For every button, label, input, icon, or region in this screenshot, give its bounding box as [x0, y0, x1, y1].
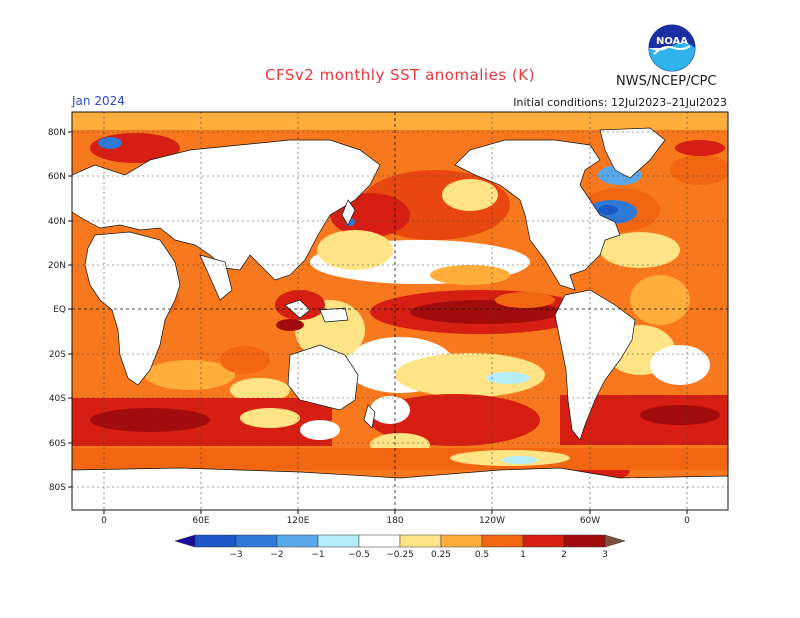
colorbar-label: −0.25 [386, 550, 414, 560]
lon-label: 0 [101, 516, 107, 526]
lat-label: 80N [48, 128, 66, 138]
lat-label: 80S [49, 483, 66, 493]
eurasia [72, 139, 381, 281]
colorbar-min-arrow [174, 534, 196, 548]
colorbar-swatch [235, 534, 278, 548]
new-guinea [319, 307, 349, 323]
lon-label: 180 [386, 516, 403, 526]
lon-label: 0 [684, 516, 690, 526]
colorbar-label: 0.25 [431, 550, 451, 560]
lon-label: 120W [479, 516, 505, 526]
colorbar-swatch [358, 534, 401, 548]
colorbar-label: −1 [311, 550, 324, 560]
enso-anomaly [370, 290, 590, 334]
colorbar-swatch [563, 534, 606, 548]
agency-label: NWS/NCEP/CPC [616, 74, 717, 89]
japan [341, 199, 356, 226]
lat-label: 20S [49, 350, 66, 360]
lat-label: 40N [48, 217, 66, 227]
north-pacific-anomalies [310, 170, 530, 285]
lon-label: 120E [287, 516, 310, 526]
colorbar-label: 0.5 [475, 550, 489, 560]
lat-label: 60S [49, 439, 66, 449]
colorbar-swatch [399, 534, 442, 548]
colorbar-label: −0.5 [348, 550, 370, 560]
colorbar-swatch [194, 534, 237, 548]
lon-label: 60W [580, 516, 600, 526]
map-field [72, 112, 728, 510]
colorbar-swatch [276, 534, 319, 548]
colorbar-swatch [481, 534, 524, 548]
lon-label: 60E [192, 516, 209, 526]
chart-title: CFSv2 monthly SST anomalies (K) [265, 66, 535, 84]
borneo [284, 299, 311, 319]
map-gridlines [72, 112, 728, 510]
colorbar-swatch [522, 534, 565, 548]
colorbar-max-arrow [604, 534, 626, 548]
map-frame [71, 111, 729, 511]
lat-label: 60N [48, 172, 66, 182]
colorbar-swatch [317, 534, 360, 548]
longitude-axis: 0 60E 120E 180 120W 60W 0 [101, 510, 690, 526]
colorbar-label: 2 [561, 550, 567, 560]
latitude-axis: 80N 60N 40N 20N EQ 20S 40S 60S 80S [48, 128, 72, 493]
lat-label: 20N [48, 261, 66, 271]
arctic-anomalies [90, 133, 725, 163]
southern-ocean-anomalies [72, 395, 728, 482]
colorbar-swatch [440, 534, 483, 548]
noaa-logo-text: NOAA [656, 36, 688, 47]
colorbar-label: 1 [520, 550, 526, 560]
north-america [454, 139, 621, 291]
india [199, 254, 233, 301]
africa [84, 231, 181, 386]
equator-dateline [72, 112, 728, 510]
antarctica [72, 467, 728, 510]
new-zealand [363, 404, 376, 429]
lat-label: EQ [53, 305, 66, 315]
australia [287, 344, 359, 411]
initial-conditions: Initial conditions: 12Jul2023–21Jul2023 [513, 96, 727, 109]
colorbar-label: −3 [229, 550, 242, 560]
noaa-logo: NOAA [648, 24, 696, 72]
colorbar: −3 −2 −1 −0.5 −0.25 0.25 0.5 1 2 3 [174, 534, 626, 560]
land [72, 127, 728, 510]
colorbar-label: −2 [270, 550, 283, 560]
greenland [599, 127, 666, 179]
valid-month: Jan 2024 [72, 94, 125, 108]
arctic-band [72, 112, 728, 130]
colorbar-label: 3 [602, 550, 608, 560]
west-pacific-anomalies [275, 290, 365, 360]
lat-label: 40S [49, 394, 66, 404]
